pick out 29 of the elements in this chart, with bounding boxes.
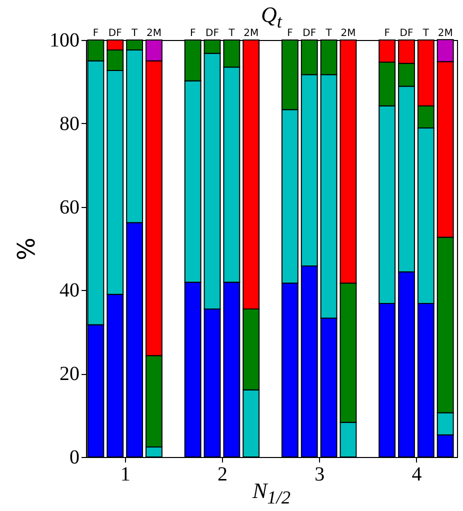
y-axis-title: % <box>12 238 40 260</box>
x-axis-title: N$_{1/2}$ <box>252 478 291 508</box>
annotation: T <box>422 28 430 39</box>
x-tick-label: 1 <box>120 464 130 486</box>
x-tick-label: 2 <box>217 464 228 486</box>
annotation: 2M <box>146 28 162 39</box>
annotation: T <box>324 28 333 39</box>
y-tick-label: 0 <box>70 446 80 468</box>
y-tick-label: 60 <box>60 196 80 218</box>
y-tick-label: 100 <box>50 30 80 52</box>
x-tick-label: 4 <box>412 464 422 486</box>
annotation: DF <box>302 28 316 39</box>
annotation: T <box>130 28 139 39</box>
x-tick-label: 3 <box>314 464 325 486</box>
chart-title: Q$_{t}$ <box>261 2 282 32</box>
annotation: T <box>228 28 236 39</box>
annotation: DF <box>400 28 414 39</box>
y-tick-label: 20 <box>60 363 80 386</box>
annotation: F <box>92 28 99 39</box>
annotation: 2M <box>340 28 356 39</box>
y-tick-label: 80 <box>60 112 80 135</box>
annotation: F <box>384 28 390 39</box>
annotation: F <box>190 28 196 39</box>
annotation: F <box>287 28 294 39</box>
annotation: 2M <box>438 28 453 39</box>
annotation: DF <box>108 28 122 39</box>
y-tick-label: 40 <box>60 280 80 302</box>
annotation: DF <box>206 28 220 39</box>
annotation: 2M <box>244 28 259 39</box>
